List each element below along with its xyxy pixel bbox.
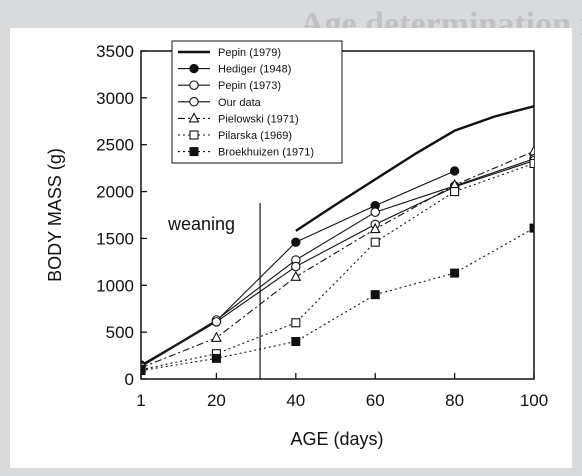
data-point bbox=[369, 222, 381, 234]
weaning-label: weaning bbox=[167, 214, 235, 234]
legend-label: Broekhuizen (1971) bbox=[218, 147, 314, 159]
data-point bbox=[528, 145, 534, 156]
x-tick-label: 80 bbox=[445, 391, 464, 410]
y-tick-label: 3000 bbox=[96, 89, 134, 108]
data-point bbox=[211, 331, 222, 342]
series-line bbox=[141, 160, 534, 368]
series-pielowski-1971 bbox=[141, 145, 534, 372]
data-point bbox=[141, 366, 146, 376]
x-tick-label: 40 bbox=[286, 391, 305, 410]
series-layer bbox=[141, 105, 534, 376]
legend-marker bbox=[189, 97, 199, 107]
data-point bbox=[450, 268, 460, 278]
figure-card: 1 20 40 60 80 100 0 500 1000 1500 2000 2500 3000 3500… bbox=[10, 28, 572, 468]
data-point bbox=[450, 187, 460, 197]
y-tick-label: 500 bbox=[106, 323, 134, 342]
y-tick-label: 1000 bbox=[96, 276, 134, 295]
legend-marker bbox=[188, 112, 200, 123]
series-pilarska-1969 bbox=[141, 158, 534, 375]
legend-entry: Pepin (1973) bbox=[178, 80, 281, 92]
legend: Pepin (1979) Hediger (1948) Pepin (1973) Ou… bbox=[171, 40, 343, 164]
y-tick-label: 2000 bbox=[96, 183, 134, 202]
data-point bbox=[449, 166, 460, 176]
y-tick-label: 0 bbox=[125, 370, 134, 389]
series-broekhuizen-1971 bbox=[141, 223, 534, 376]
legend-entry: Broekhuizen (1971) bbox=[178, 147, 314, 159]
data-point bbox=[370, 290, 380, 300]
legend-marker bbox=[189, 130, 199, 140]
body-mass-chart: 1 20 40 60 80 1000500100015002000250030003500… bbox=[45, 40, 548, 449]
series-line bbox=[295, 105, 534, 232]
legend-marker bbox=[189, 63, 199, 74]
data-point bbox=[211, 353, 221, 363]
legend-entry: Pilarska (1969) bbox=[178, 130, 292, 142]
data-point bbox=[291, 237, 301, 247]
legend-entry: Our data bbox=[178, 97, 262, 109]
data-point bbox=[529, 223, 534, 233]
series-line bbox=[141, 162, 534, 371]
y-tick-label: 3500 bbox=[96, 42, 134, 61]
legend-label: Pilarska (1969) bbox=[218, 130, 292, 142]
legend-label: Our data bbox=[218, 97, 262, 109]
y-tick-label: 2500 bbox=[96, 136, 134, 155]
data-point bbox=[529, 158, 534, 169]
legend-label: Pepin (1979) bbox=[218, 47, 281, 59]
data-point bbox=[211, 317, 222, 327]
data-point bbox=[291, 337, 301, 347]
legend-label: Pepin (1973) bbox=[218, 80, 281, 92]
legend-label: Hediger (1948) bbox=[218, 64, 291, 76]
x-axis-title: AGE (days) bbox=[290, 429, 383, 449]
legend-label: Pielowski (1971) bbox=[218, 113, 299, 125]
x-tick-label: 1 bbox=[136, 391, 145, 410]
series-pepin-1973 bbox=[141, 154, 534, 371]
series-our-data bbox=[141, 155, 534, 372]
y-axis-title: BODY MASS (g) bbox=[45, 148, 65, 282]
legend-entry: Hediger (1948) bbox=[178, 64, 291, 76]
series-line bbox=[141, 150, 534, 369]
data-point bbox=[370, 207, 380, 217]
legend-entry: Pielowski (1971) bbox=[178, 112, 299, 125]
annotation-layer: weaning bbox=[167, 203, 261, 379]
series-pepin-1979 bbox=[295, 105, 534, 232]
x-tick-label: 20 bbox=[207, 391, 226, 410]
data-point bbox=[370, 237, 380, 247]
legend-marker bbox=[189, 80, 199, 90]
series-line bbox=[141, 158, 534, 367]
y-tick-label: 1500 bbox=[96, 229, 134, 248]
x-tick-label: 100 bbox=[520, 391, 548, 410]
series-line bbox=[141, 227, 534, 372]
legend-entry: Pepin (1979) bbox=[178, 47, 281, 59]
legend-marker bbox=[189, 147, 199, 157]
x-tick-label: 60 bbox=[366, 391, 385, 410]
data-point bbox=[291, 261, 301, 272]
data-point bbox=[290, 270, 302, 281]
data-point bbox=[291, 318, 301, 328]
